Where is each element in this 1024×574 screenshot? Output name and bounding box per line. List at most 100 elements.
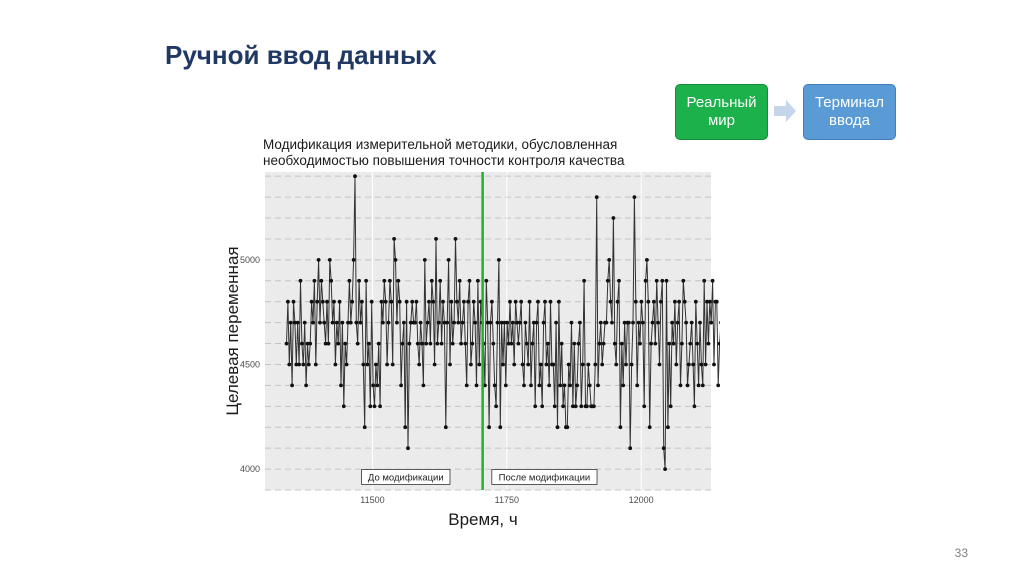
annotation-text: После модификации — [499, 472, 591, 483]
data-point — [397, 299, 402, 304]
data-point — [415, 341, 420, 346]
data-point — [617, 278, 621, 283]
data-point — [436, 320, 441, 325]
data-point — [700, 383, 705, 388]
data-point — [402, 320, 406, 325]
data-point — [698, 320, 702, 325]
data-point — [491, 341, 496, 346]
data-point — [316, 258, 321, 262]
data-point — [654, 278, 659, 283]
data-point — [304, 383, 308, 388]
data-point — [410, 299, 415, 304]
data-point — [371, 383, 375, 388]
data-point — [703, 362, 708, 367]
data-point — [467, 278, 472, 283]
data-point — [425, 320, 430, 325]
data-point — [334, 320, 339, 325]
annotation-text: До модификации — [368, 472, 444, 483]
data-point — [449, 299, 454, 304]
data-point — [552, 404, 557, 409]
data-point — [448, 362, 452, 367]
data-point — [406, 446, 410, 451]
data-point — [306, 362, 311, 367]
y-axis-label: Целевая переменная — [223, 246, 242, 415]
data-point — [484, 278, 489, 283]
data-point — [593, 362, 598, 367]
data-point — [621, 383, 626, 388]
data-point — [510, 320, 515, 325]
data-point — [600, 362, 605, 367]
data-point — [680, 341, 684, 346]
data-point — [499, 320, 504, 325]
data-point — [512, 362, 517, 367]
data-point — [695, 341, 700, 346]
data-point — [710, 278, 715, 283]
y-tick-label: 4500 — [240, 359, 260, 369]
data-point — [643, 278, 648, 283]
data-point — [407, 341, 412, 346]
data-point — [333, 362, 338, 367]
data-point — [462, 299, 466, 304]
data-point — [660, 278, 665, 283]
data-point — [432, 362, 437, 367]
arrow-right-shape — [774, 100, 796, 122]
data-point — [594, 195, 599, 199]
data-point — [376, 341, 381, 346]
data-point — [498, 425, 503, 430]
data-point — [450, 341, 455, 346]
data-point — [668, 404, 673, 409]
data-point — [629, 362, 634, 367]
data-point — [673, 299, 677, 304]
data-point — [326, 341, 331, 346]
data-point — [585, 404, 589, 409]
data-point — [619, 341, 624, 346]
data-point — [427, 299, 431, 304]
data-point — [526, 362, 531, 367]
data-point — [566, 362, 571, 367]
data-point — [346, 320, 350, 325]
data-point — [374, 362, 378, 367]
data-point — [696, 383, 701, 388]
data-point — [495, 320, 500, 325]
data-point — [418, 320, 423, 325]
arrow-right-icon — [774, 100, 796, 122]
data-point — [571, 404, 575, 409]
data-point — [421, 383, 426, 388]
data-point — [545, 341, 550, 346]
data-point — [354, 320, 359, 325]
data-point — [404, 299, 409, 304]
data-point — [614, 362, 619, 367]
data-point — [295, 320, 300, 325]
slide-title: Ручной ввод данных — [165, 40, 437, 70]
data-point — [656, 320, 660, 325]
annotation-label: После модификации — [491, 469, 598, 485]
data-point — [435, 341, 440, 346]
data-point — [388, 278, 392, 283]
data-point — [611, 216, 616, 220]
annotations: До модификации После модификации — [361, 469, 598, 485]
data-point — [580, 362, 585, 367]
data-point — [403, 425, 408, 430]
data-point — [681, 278, 686, 283]
data-point — [612, 341, 617, 346]
data-point — [442, 320, 447, 325]
data-point — [650, 320, 655, 325]
data-point — [379, 299, 384, 304]
data-point — [544, 362, 549, 367]
data-point — [364, 278, 368, 283]
data-point — [368, 404, 373, 409]
data-point — [610, 320, 614, 325]
data-point — [705, 299, 709, 304]
data-point — [429, 278, 434, 283]
data-point — [395, 320, 399, 325]
data-point — [645, 258, 649, 262]
data-point — [362, 425, 367, 430]
data-point — [466, 299, 470, 304]
data-point — [441, 299, 445, 304]
data-point — [312, 278, 317, 283]
data-point — [288, 320, 293, 325]
data-point — [522, 383, 526, 388]
data-point — [315, 299, 320, 304]
data-point — [551, 362, 556, 367]
data-point — [431, 299, 436, 304]
